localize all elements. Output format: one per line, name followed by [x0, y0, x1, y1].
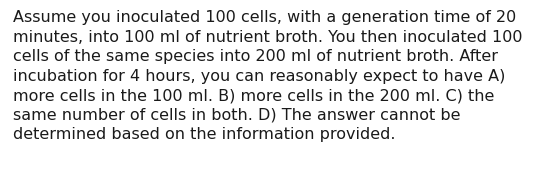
Text: Assume you inoculated 100 cells, with a generation time of 20
minutes, into 100 : Assume you inoculated 100 cells, with a … [13, 10, 522, 142]
